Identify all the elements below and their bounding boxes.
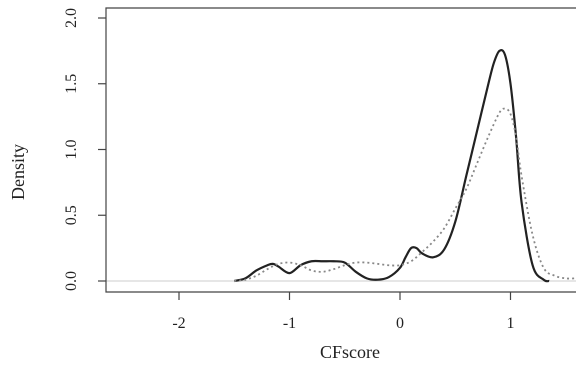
density-line-solid: [233, 49, 550, 283]
x-tick-label: 0: [396, 315, 404, 332]
density-line-dotted: [234, 107, 576, 282]
y-tick-label: 0.5: [63, 205, 80, 225]
y-tick-label: 0.0: [63, 271, 80, 291]
y-tick-label: 1.0: [63, 140, 80, 160]
x-axis-label: CFscore: [320, 342, 380, 362]
plot-frame: [105, 7, 576, 293]
axes-layer: -2 -1 0 1 0.0 0.5 1.0 1.5 2.0: [63, 7, 576, 332]
x-tick-label: -2: [172, 315, 185, 332]
series-layer: [233, 49, 576, 283]
y-axis-label: Density: [8, 144, 28, 200]
x-tick-label: 1: [507, 315, 515, 332]
x-tick-label: -1: [283, 315, 296, 332]
y-tick-label: 1.5: [63, 74, 80, 94]
y-tick-label: 2.0: [63, 8, 80, 28]
